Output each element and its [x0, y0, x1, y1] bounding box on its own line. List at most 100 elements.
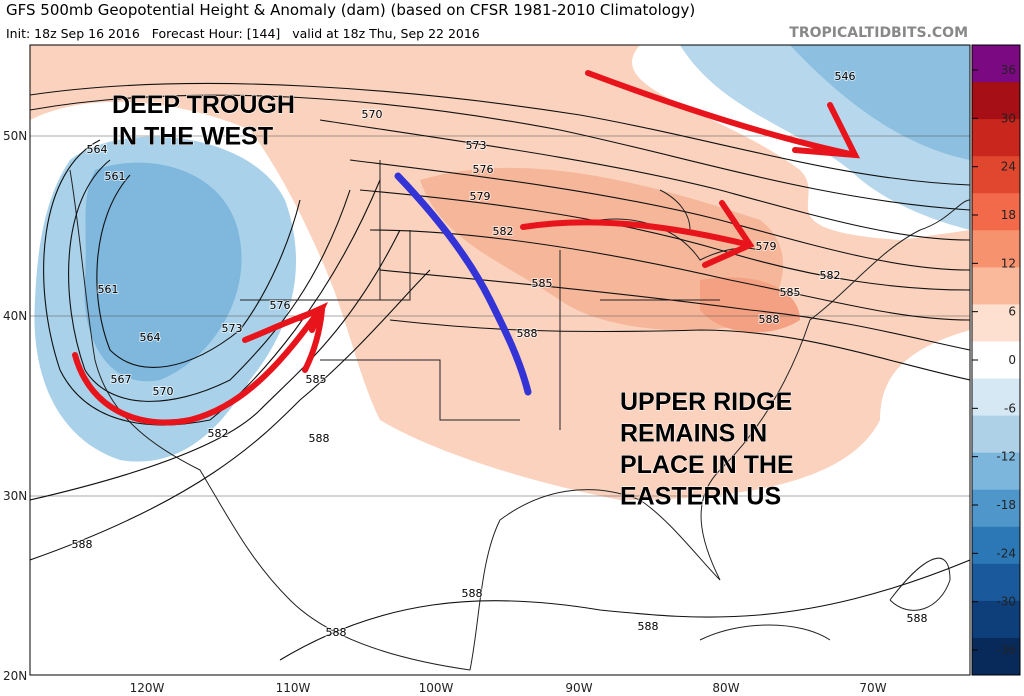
negative-anomaly-ne-strong [790, 45, 970, 160]
contour-label: 588 [759, 313, 780, 326]
contour-label: 588 [907, 612, 928, 625]
contour-label: 579 [756, 240, 777, 253]
colorbar-label: 6 [1008, 305, 1016, 319]
colorbar-band [972, 341, 1020, 380]
lon-label: 120W [130, 681, 165, 695]
contour-label: 585 [780, 286, 801, 299]
contour-label: 576 [270, 299, 291, 312]
red-arrow [242, 307, 325, 373]
contour-label: 585 [532, 277, 553, 290]
colorbar-band [972, 526, 1020, 565]
colorbar-band [972, 415, 1020, 454]
title: GFS 500mb Geopotential Height & Anomaly … [6, 1, 695, 19]
colorbar-label: -6 [1004, 401, 1016, 415]
colorbar-band [972, 193, 1020, 231]
colorbar-label: -24 [996, 546, 1016, 560]
lon-label: 80W [712, 681, 739, 695]
contour-label: 579 [470, 190, 491, 203]
colorbar-label: 12 [1001, 256, 1016, 270]
contour-label: 561 [105, 170, 126, 183]
negative-anomaly-strong [84, 162, 242, 382]
axes: 50N 40N 30N 20N 120W 110W 100W 90W 80W 70W [3, 129, 887, 695]
contour-label: 582 [208, 427, 229, 440]
contour-label: 585 [306, 373, 327, 386]
contour-label: 588 [462, 587, 483, 600]
east-coast [469, 199, 970, 671]
lat-label: 30N [3, 489, 27, 503]
annotation: REMAINS IN [620, 420, 767, 448]
height-contours [30, 82, 970, 661]
colorbar-band [972, 82, 1020, 120]
subtitle: Init: 18z Sep 16 2016 Forecast Hour: [14… [6, 26, 480, 41]
contour-label: 582 [820, 269, 841, 282]
colorbar-label: 24 [1001, 160, 1016, 174]
contour-label: 564 [140, 331, 161, 344]
coastlines [69, 160, 970, 671]
colorbar-label: -36 [996, 643, 1016, 657]
lon-label: 90W [565, 681, 592, 695]
red-arrow [585, 70, 861, 159]
colorbar-band [972, 119, 1020, 157]
contour-label: 573 [222, 322, 243, 335]
colorbar-band [972, 156, 1020, 194]
map-frame [29, 44, 971, 676]
annotation: PLACE IN THE [620, 451, 794, 479]
lon-label: 70W [859, 681, 886, 695]
blue-axis [394, 172, 532, 396]
lon-label: 100W [419, 681, 454, 695]
contour-label: 588 [517, 327, 538, 340]
contour-label: 564 [87, 143, 108, 156]
colorbar-band [972, 452, 1020, 491]
colorbar-label: -12 [996, 450, 1016, 464]
contour-label: 570 [153, 385, 174, 398]
colorbar-band [972, 563, 1020, 602]
annotation: IN THE WEST [112, 123, 273, 151]
source: TROPICALTIDBITS.COM [789, 25, 968, 41]
annotation: EASTERN US [620, 483, 781, 511]
contour-label: 588 [638, 620, 659, 633]
contour-label: 570 [362, 108, 383, 121]
colorbar-label: 18 [1001, 208, 1016, 222]
contour-label: 573 [466, 139, 487, 152]
positive-anomaly-core [700, 277, 800, 333]
contour-label: 588 [326, 626, 347, 639]
lon-label: 110W [276, 681, 311, 695]
state-borders [240, 160, 720, 430]
lat-label: 40N [3, 309, 27, 323]
red-arrow [520, 200, 755, 268]
contour-label: 588 [72, 538, 93, 551]
lat-label: 20N [3, 669, 27, 683]
west-coast [69, 169, 471, 671]
colorbar-label: 36 [1001, 63, 1016, 77]
contour-label: 561 [98, 283, 119, 296]
colorbar-band [972, 600, 1020, 639]
colorbar-band [972, 230, 1020, 268]
arrows [72, 70, 861, 426]
colorbar-label: -18 [996, 498, 1016, 512]
colorbar-label: -30 [996, 595, 1016, 609]
annotations: DEEP TROUGH IN THE WEST UPPER RIDGE REMAINS… [112, 91, 795, 512]
colorbar-label: 30 [1001, 111, 1016, 125]
colorbar-band [972, 304, 1020, 342]
contour-label: 567 [111, 373, 132, 386]
annotation: UPPER RIDGE [620, 388, 792, 416]
contour-label: 588 [309, 432, 330, 445]
caribbean [699, 557, 951, 641]
contour-labels: 546 570 573 576 579 582 585 588 564 561 561 564 573 5… [71, 69, 929, 640]
colorbar-band [972, 45, 1020, 83]
contour-label: 546 [835, 70, 856, 83]
positive-anomaly-strong [420, 167, 784, 331]
colorbar-band [972, 637, 1020, 676]
colorbar-band [972, 489, 1020, 528]
colorbar: 36 30 24 18 12 6 0 -6 -12 -18 -24 -30 -36 [971, 44, 1021, 676]
lat-label: 50N [3, 129, 27, 143]
colorbar-band [972, 378, 1020, 417]
colorbar-label: 0 [1008, 353, 1016, 367]
positive-anomaly [30, 45, 970, 500]
map: 546 570 573 576 579 582 585 588 564 561 561 564 573 5… [29, 44, 971, 676]
contour-label: 576 [473, 163, 494, 176]
contour-label: 582 [493, 225, 514, 238]
annotation: DEEP TROUGH [112, 91, 295, 119]
colorbar-band [972, 267, 1020, 305]
